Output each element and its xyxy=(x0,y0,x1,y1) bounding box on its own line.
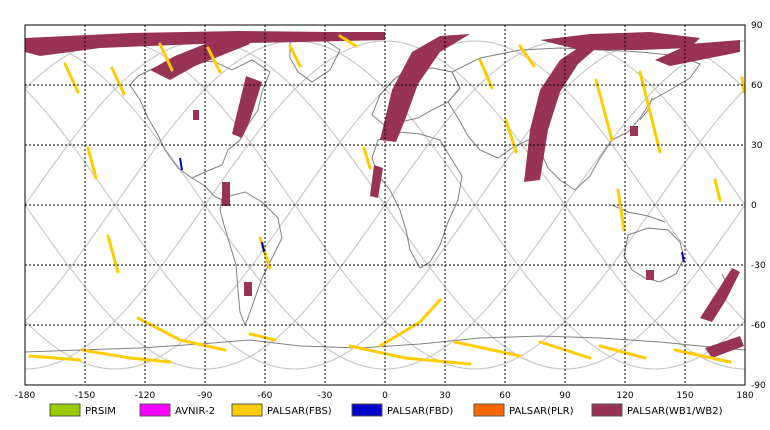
legend-label: PALSAR(FBD) xyxy=(387,406,453,417)
swath-wb-atlantic-south xyxy=(370,165,383,198)
coordinate-grid xyxy=(25,25,745,385)
y-tick-label: 0 xyxy=(751,201,757,211)
swath-wb-america xyxy=(232,76,262,138)
x-tick-label: -180 xyxy=(15,391,36,401)
y-tick-label: -90 xyxy=(751,381,766,391)
legend-item: PALSAR(FBS) xyxy=(231,403,332,417)
y-tick-label: -60 xyxy=(751,321,766,331)
x-tick-label: -30 xyxy=(318,391,333,401)
swath-wb-small-4 xyxy=(222,182,230,206)
coast-antarctica xyxy=(24,335,746,353)
coast-north-america xyxy=(129,59,271,179)
x-tick-label: 90 xyxy=(559,391,571,401)
legend-item: PALSAR(WB1/WB2) xyxy=(591,403,723,417)
x-tick-label: 120 xyxy=(616,391,633,401)
y-tick-label: 60 xyxy=(751,81,763,91)
coast-africa xyxy=(371,131,463,269)
swath-wb-south xyxy=(705,336,744,358)
swath-wb-atlantic xyxy=(380,34,470,142)
x-tick-label: 30 xyxy=(439,391,451,401)
swath-wb-canada xyxy=(150,34,250,80)
x-tick-label: -120 xyxy=(135,391,156,401)
legend-item: PALSAR(FBD) xyxy=(351,403,453,417)
legend-swatch xyxy=(473,403,505,417)
y-tick-label: -30 xyxy=(751,261,766,271)
legend-item: PALSAR(PLR) xyxy=(473,403,574,417)
coast-asia xyxy=(447,47,701,191)
swath-layer xyxy=(25,31,746,366)
map-frame xyxy=(24,24,746,386)
swath-wb-small-3 xyxy=(646,270,654,280)
swath-wb-pacific xyxy=(540,32,700,50)
coast-central-america xyxy=(191,177,223,201)
x-tick-label: 60 xyxy=(499,391,511,401)
legend-swatch xyxy=(351,403,383,417)
coast-south-america xyxy=(219,191,283,327)
legend-item: AVNIR-2 xyxy=(139,403,215,417)
swath-wb-small-2 xyxy=(630,126,638,136)
coast-greenland xyxy=(289,39,341,83)
legend-label: PALSAR(WB1/WB2) xyxy=(627,406,723,417)
x-tick-label: 0 xyxy=(382,391,388,401)
x-tick-label: -60 xyxy=(258,391,273,401)
x-tick-labels: -180 -150 -120 -90 -60 -30 0 30 60 90 120 150 180 xyxy=(15,391,754,401)
swath-wb-small-5 xyxy=(244,282,252,296)
y-tick-label: 90 xyxy=(751,21,763,31)
swath-wb-australia xyxy=(700,268,740,322)
swath-wb-small-1 xyxy=(193,110,199,120)
swath-fbs-group xyxy=(28,34,746,366)
x-tick-label: 150 xyxy=(676,391,693,401)
x-tick-label: -150 xyxy=(75,391,96,401)
legend-swatch xyxy=(591,403,623,417)
legend-label: PRSIM xyxy=(85,406,116,417)
y-tick-label: 30 xyxy=(751,141,763,151)
legend-item: PRSIM xyxy=(49,403,116,417)
x-tick-label: 180 xyxy=(736,391,753,401)
swath-wb-arctic xyxy=(25,31,385,56)
swath-wb-asia xyxy=(524,45,600,182)
x-tick-label: -90 xyxy=(198,391,213,401)
legend-swatch xyxy=(139,403,171,417)
swath-fbd-group xyxy=(179,157,685,263)
legend-label: PALSAR(FBS) xyxy=(267,406,332,417)
legend-label: PALSAR(PLR) xyxy=(509,406,574,417)
y-tick-labels: 90 60 30 0 -30 -60 -90 xyxy=(751,21,766,391)
legend-label: AVNIR-2 xyxy=(175,406,215,417)
legend: PRSIM AVNIR-2 PALSAR(FBS) PALSAR(FBD) PALSAR… xyxy=(49,403,723,417)
legend-swatch xyxy=(231,403,263,417)
legend-swatch xyxy=(49,403,81,417)
swath-wb-east xyxy=(655,40,740,66)
